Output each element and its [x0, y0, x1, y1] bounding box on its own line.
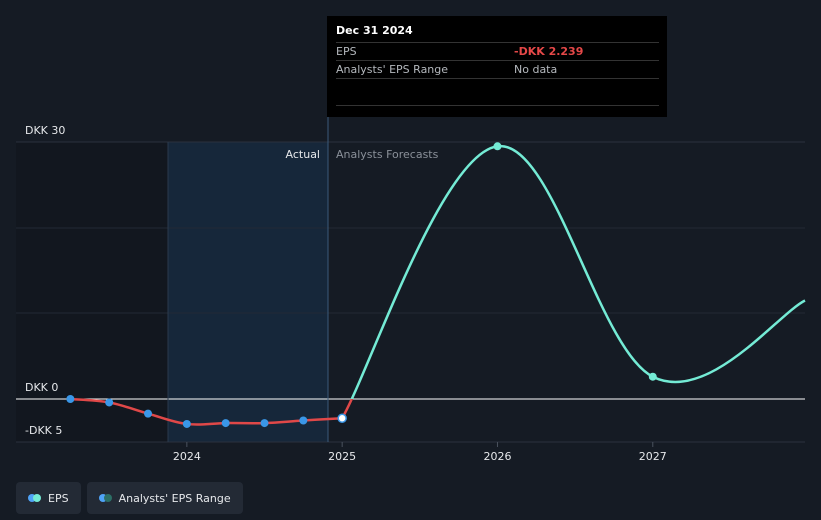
legend-dot [98, 494, 107, 502]
y-tick-label-0: DKK 0 [25, 381, 58, 394]
x-tick-label: 2026 [483, 450, 511, 463]
actual-point[interactable] [337, 413, 347, 424]
x-axis: 2024 2025 2026 2027 [173, 442, 667, 463]
tooltip-spacer [336, 78, 659, 106]
tooltip-value: No data [514, 63, 558, 76]
legend-dot [28, 494, 36, 502]
forecast-region-label: Analysts Forecasts [336, 148, 439, 161]
highlight-band [168, 142, 328, 442]
forecast-line-negative [341, 399, 354, 419]
past-shade [16, 142, 168, 442]
series-points [66, 142, 657, 428]
actual-point[interactable] [299, 416, 308, 425]
actual-point[interactable] [221, 419, 230, 428]
forecast-line [350, 145, 806, 399]
tooltip-label: Analysts' EPS Range [336, 63, 449, 76]
legend-label: EPS [48, 491, 69, 505]
eps-legend-icon [28, 494, 41, 502]
legend-item-eps-range[interactable]: Analysts' EPS Range [86, 482, 243, 514]
tooltip: Dec 31 2024 EPS -DKK 2.239 Analysts' EPS… [327, 16, 667, 117]
actual-point[interactable] [260, 419, 269, 428]
forecast-point[interactable] [648, 372, 657, 381]
x-tick-label: 2027 [639, 450, 667, 463]
actual-region-label: Actual [286, 148, 320, 161]
x-tick-label: 2024 [173, 450, 201, 463]
tooltip-row-range: Analysts' EPS Range No data [336, 60, 659, 78]
legend-dot [103, 494, 112, 502]
y-tick-label-neg5: -DKK 5 [25, 424, 62, 437]
tooltip-date: Dec 31 2024 [336, 24, 413, 37]
tooltip-label: EPS [336, 45, 357, 58]
forecast-point[interactable] [493, 142, 502, 151]
actual-point[interactable] [182, 419, 191, 428]
tooltip-row-eps: EPS -DKK 2.239 [336, 42, 659, 60]
eps-range-legend-icon [98, 494, 112, 502]
actual-point[interactable] [66, 395, 75, 403]
actual-point[interactable] [105, 398, 114, 407]
legend: EPS Analysts' EPS Range [16, 482, 243, 514]
tooltip-value: -DKK 2.239 [514, 45, 584, 58]
legend-item-eps[interactable]: EPS [16, 482, 81, 514]
legend-label: Analysts' EPS Range [118, 491, 231, 505]
x-tick-label: 2025 [328, 450, 356, 463]
legend-dot [33, 494, 41, 502]
actual-point[interactable] [144, 409, 153, 418]
y-tick-label-30: DKK 30 [25, 124, 65, 137]
